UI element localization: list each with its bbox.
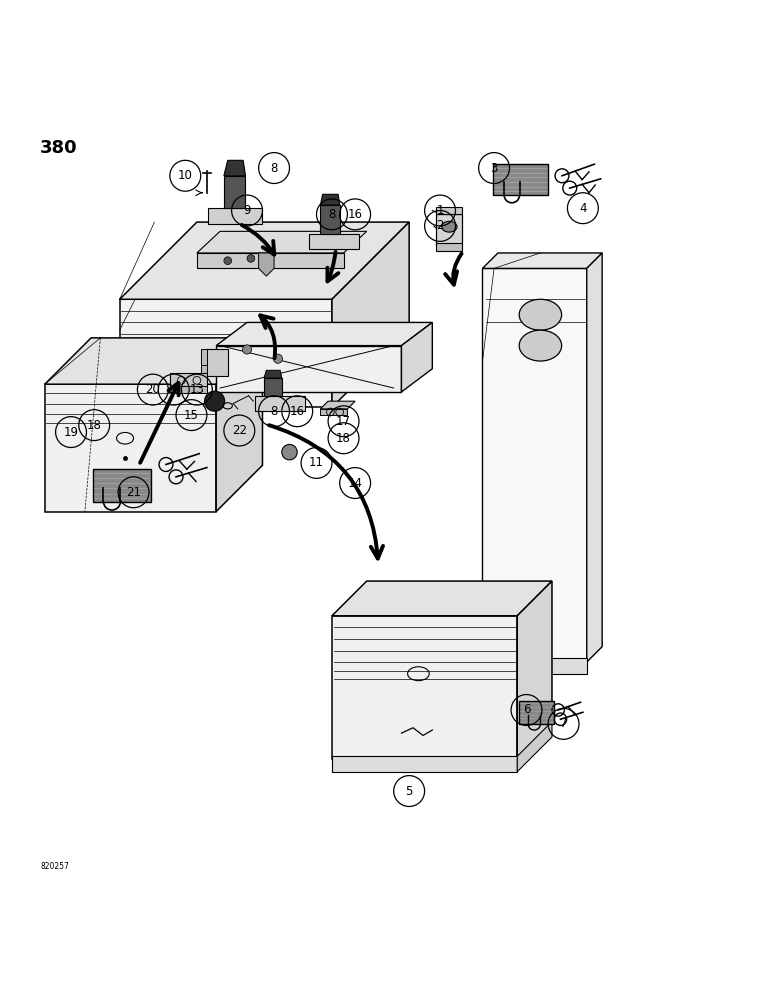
Polygon shape [224,176,245,208]
Text: 16: 16 [347,208,363,221]
Ellipse shape [519,330,561,361]
Text: 10: 10 [178,169,193,182]
Polygon shape [320,194,340,205]
Text: 18: 18 [336,432,351,445]
Text: 21: 21 [126,486,141,499]
Polygon shape [216,338,262,512]
Text: 4: 4 [579,202,587,215]
Circle shape [205,391,225,411]
Circle shape [242,345,252,354]
Text: 2: 2 [436,219,444,232]
Text: 19: 19 [63,426,79,439]
Polygon shape [264,370,282,378]
Circle shape [247,255,255,262]
Polygon shape [320,401,355,409]
Polygon shape [401,322,432,392]
Text: 13: 13 [189,383,205,396]
Text: 5: 5 [405,785,413,798]
Polygon shape [309,234,359,249]
Text: 12: 12 [166,383,181,396]
Text: 18: 18 [86,419,102,432]
Polygon shape [201,361,207,376]
Polygon shape [482,268,587,662]
Text: 380: 380 [40,139,78,157]
Polygon shape [519,701,554,724]
Polygon shape [120,299,332,407]
Text: 17: 17 [336,415,351,428]
Circle shape [273,354,283,363]
Polygon shape [320,205,340,234]
Text: 14: 14 [347,477,363,490]
Polygon shape [436,243,462,251]
Text: 6: 6 [523,703,530,716]
Polygon shape [332,756,517,772]
Polygon shape [216,322,432,346]
Polygon shape [205,349,228,376]
Text: 820257: 820257 [40,862,69,871]
Polygon shape [320,409,347,415]
Text: 1: 1 [436,204,444,217]
Polygon shape [224,160,245,176]
Polygon shape [255,396,305,411]
Polygon shape [436,214,462,245]
Text: 9: 9 [243,204,251,217]
Circle shape [282,444,297,460]
Polygon shape [482,253,602,268]
Polygon shape [436,207,462,214]
Polygon shape [197,253,344,268]
Polygon shape [45,384,216,512]
Polygon shape [332,616,517,759]
Polygon shape [120,222,409,299]
Polygon shape [208,208,262,224]
Circle shape [224,257,232,265]
Polygon shape [332,581,552,616]
Text: 11: 11 [309,456,324,469]
Text: 8: 8 [270,405,278,418]
Text: 8: 8 [328,208,336,221]
Polygon shape [259,253,274,276]
Polygon shape [170,373,207,386]
Polygon shape [197,231,367,253]
Text: 3: 3 [490,162,498,175]
Polygon shape [174,386,207,393]
Polygon shape [216,346,401,392]
Text: 22: 22 [232,424,247,437]
Ellipse shape [519,299,561,330]
Text: 8: 8 [270,162,278,175]
Text: 20: 20 [145,383,161,396]
Polygon shape [517,581,552,759]
Ellipse shape [442,221,457,232]
Polygon shape [587,253,602,662]
Text: 16: 16 [290,405,305,418]
Polygon shape [45,338,262,384]
Polygon shape [93,469,151,502]
Polygon shape [264,378,282,396]
Polygon shape [332,222,409,407]
Polygon shape [493,164,548,195]
Polygon shape [517,722,552,772]
Polygon shape [510,658,587,674]
Text: 7: 7 [560,717,567,730]
Text: 15: 15 [184,409,199,422]
Polygon shape [201,349,207,365]
